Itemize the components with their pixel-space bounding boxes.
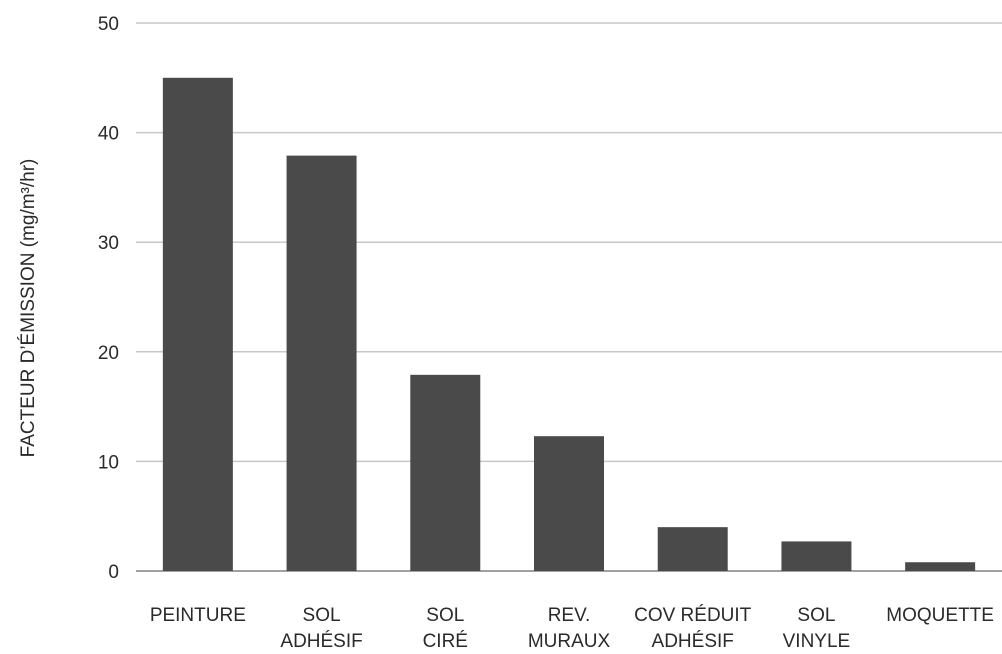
- x-category-label-line: COV RÉDUIT: [634, 605, 752, 626]
- x-category-label: MOQUETTE: [886, 605, 994, 626]
- bar: [781, 541, 852, 571]
- x-category-label-line: REV.: [548, 605, 591, 626]
- bar: [286, 155, 357, 571]
- bars: [162, 77, 976, 572]
- x-category-label: PEINTURE: [150, 605, 246, 626]
- x-category-label-line: ADHÉSIF: [652, 631, 734, 649]
- grid-lines: [136, 22, 1002, 572]
- x-category-label-line: SOL: [303, 605, 341, 626]
- x-category-label-line: ADHÉSIF: [280, 631, 362, 649]
- bar: [657, 527, 728, 571]
- x-category-label-line: MURAUX: [528, 631, 611, 649]
- x-category-label: SOL ADHÉSIF: [280, 605, 362, 649]
- y-tick-label: 20: [98, 343, 119, 364]
- bar: [162, 77, 233, 572]
- y-tick-label: 40: [98, 124, 119, 145]
- x-category-label-line: VINYLE: [783, 631, 851, 649]
- x-category-label-line: CIRÉ: [423, 631, 468, 649]
- bar: [534, 436, 604, 571]
- bar: [905, 562, 976, 571]
- y-tick-label: 50: [98, 14, 119, 35]
- x-category-label: SOL CIRÉ: [423, 605, 468, 649]
- x-category-label: REV. MURAUX: [528, 605, 611, 649]
- x-category-label: COV RÉDUIT ADHÉSIF: [634, 605, 752, 649]
- x-category-label-line: SOL: [426, 605, 464, 626]
- y-tick-label: 0: [108, 562, 119, 583]
- x-category-label-line: MOQUETTE: [886, 605, 994, 626]
- x-axis-categories: PEINTURE SOL ADHÉSIF SOL CIRÉ REV. MURAUX COV R…: [150, 605, 994, 652]
- y-axis-title: FACTEUR D’ÉMISSION (mg/m³/hr): [18, 159, 39, 458]
- x-category-label-line: SOL: [797, 605, 835, 626]
- y-axis-ticks: 0 10 20 30 40 50: [98, 14, 119, 583]
- y-tick-label: 10: [98, 452, 119, 473]
- y-tick-label: 30: [98, 233, 119, 254]
- x-category-label-line: PEINTURE: [150, 605, 246, 626]
- bar: [410, 374, 481, 571]
- x-category-label: SOL VINYLE: [783, 605, 851, 649]
